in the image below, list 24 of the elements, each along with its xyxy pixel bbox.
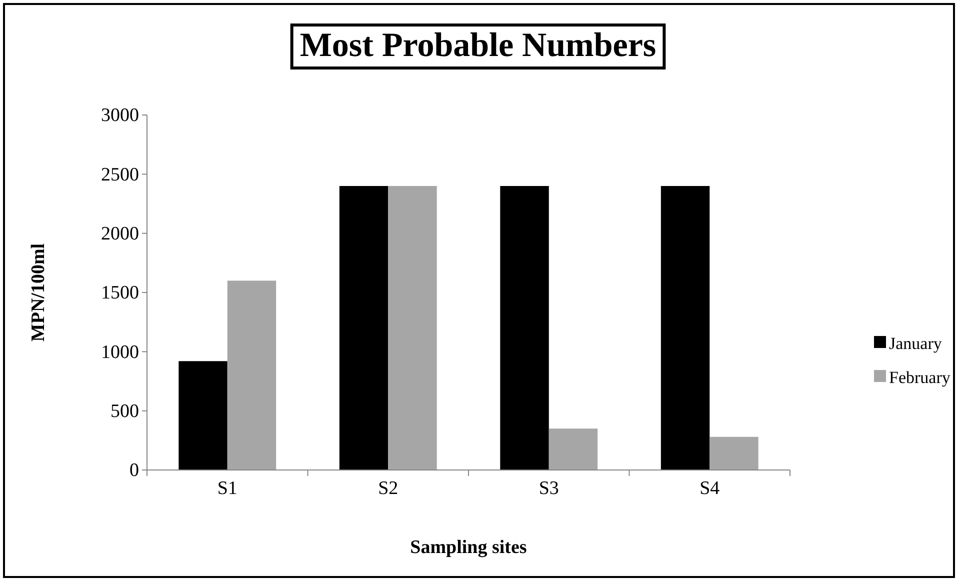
bar: [660, 186, 710, 470]
bar: [548, 428, 598, 470]
bar: [388, 186, 437, 470]
chart-title: Most Probable Numbers: [300, 27, 656, 64]
x-tick-label: S2: [378, 478, 398, 499]
bar: [227, 280, 276, 470]
y-axis-title: MPN/100ml: [28, 243, 49, 342]
y-tick-label: 2500: [101, 164, 139, 186]
bar: [710, 436, 758, 470]
x-tick-label: S1: [217, 478, 238, 499]
legend-label: January: [889, 334, 942, 353]
y-tick-label: 500: [110, 400, 139, 422]
legend-label: February: [889, 368, 951, 387]
bar: [500, 186, 549, 470]
bar: [339, 186, 388, 470]
x-tick-label: S4: [700, 478, 720, 499]
y-tick-label: 1500: [101, 282, 139, 304]
y-tick-label: 3000: [101, 105, 139, 126]
y-tick-label: 2000: [101, 223, 139, 244]
y-tick-label: 1000: [101, 342, 139, 363]
y-tick-label: 0: [130, 460, 139, 482]
x-tick-label: S3: [538, 478, 559, 499]
x-axis-title: Sampling sites: [410, 537, 527, 558]
bar: [178, 361, 228, 470]
